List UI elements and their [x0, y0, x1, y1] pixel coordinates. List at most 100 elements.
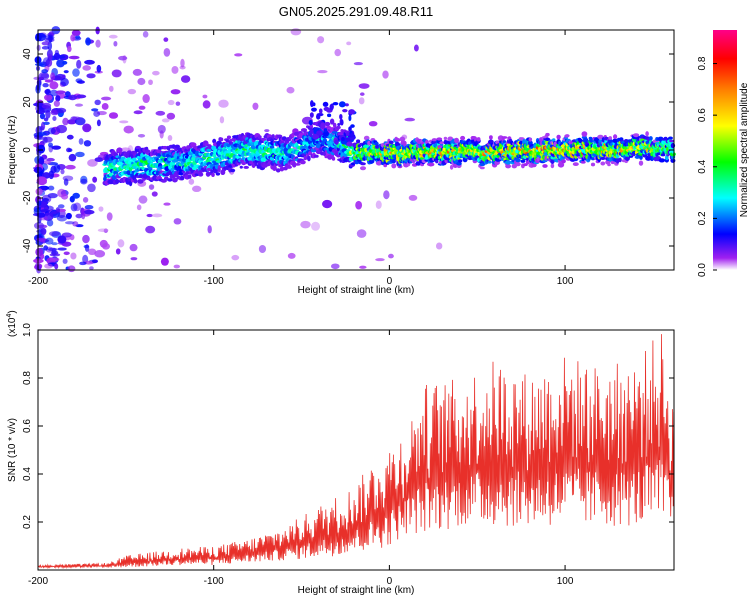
snr-scale-suffix: ): [7, 310, 18, 313]
spectrogram-speckle: [42, 57, 50, 67]
spectrogram-speckle: [166, 112, 176, 120]
spectrogram-cell: [128, 180, 133, 187]
spectrogram-speckle: [62, 117, 69, 126]
spectrogram-speckle: [62, 60, 68, 65]
spectrogram-speckle: [252, 102, 259, 110]
spectrogram-cell: [580, 160, 586, 164]
spectrogram-cell: [230, 168, 236, 173]
spectrogram-speckle: [98, 206, 104, 212]
spectrogram-speckle: [167, 135, 173, 142]
spectrogram-cell: [399, 136, 406, 142]
spectrogram-speckle: [142, 94, 150, 104]
spectrogram-speckle: [43, 245, 49, 251]
spectrogram-cell: [542, 164, 548, 168]
spectrogram-speckle: [72, 68, 80, 77]
spectrogram-speckle: [47, 247, 58, 252]
spectrogram-speckle: [44, 94, 53, 101]
spectrogram-cell: [332, 122, 337, 128]
spectrogram-cell: [137, 179, 144, 184]
spectrogram-cell: [597, 134, 604, 140]
spectrogram-cell: [336, 125, 341, 130]
spectrogram-x-tick-label: -200: [28, 276, 48, 287]
spectrogram-cell: [271, 134, 275, 139]
spectrogram-speckle: [47, 185, 55, 191]
spectrogram-cell: [456, 161, 462, 166]
spectrogram-cell: [292, 162, 297, 168]
spectrogram-speckle: [60, 78, 69, 87]
colorbar-tick-label: 0.8: [697, 56, 708, 70]
spectrogram-cell: [342, 108, 348, 113]
spectrogram-cell: [206, 148, 213, 152]
spectrogram-speckle: [151, 213, 163, 218]
snr-series-line: [37, 334, 675, 570]
snr-y-label: SNR (10 * v/v): [7, 418, 18, 482]
spectrogram-speckle: [36, 44, 41, 51]
spectrogram-cell: [460, 135, 466, 141]
spectrogram-cell: [363, 135, 370, 141]
spectrogram-cell: [590, 162, 596, 167]
spectrogram-y-tick-label: 40: [22, 48, 33, 60]
spectrogram-speckle: [70, 34, 76, 42]
spectrogram-cell: [318, 108, 323, 114]
spectrogram-speckle: [60, 169, 65, 175]
spectrogram-speckle: [45, 237, 54, 245]
spectrogram-speckle: [87, 248, 97, 256]
spectrogram-speckle: [375, 200, 382, 209]
spectrogram-cell: [415, 161, 422, 166]
spectrogram-cell: [275, 168, 281, 173]
spectrogram-speckle: [160, 257, 169, 266]
spectrogram-cell: [133, 178, 138, 184]
spectrogram-speckle: [44, 263, 53, 269]
spectrogram-cell: [286, 165, 293, 169]
spectrogram-speckle: [136, 204, 142, 211]
spectrogram-speckle: [50, 211, 57, 215]
spectrogram-cell: [323, 128, 328, 133]
spectrogram-speckle: [286, 86, 295, 94]
spectrogram-speckle: [65, 164, 76, 170]
spectrogram-speckle: [115, 248, 121, 255]
colorbar-tick-label: 0.4: [697, 159, 708, 173]
spectrogram-speckle: [167, 99, 175, 106]
spectrogram-speckle: [68, 94, 78, 101]
spectrogram-speckle: [53, 52, 61, 61]
spectrogram-speckle: [148, 184, 155, 190]
spectrogram-cell: [360, 162, 366, 166]
spectrogram-speckle: [39, 113, 46, 120]
spectrogram-cell: [610, 160, 615, 165]
spectrogram-speckle: [108, 112, 119, 119]
spectrogram-speckle: [57, 204, 65, 209]
spectrogram-cell: [310, 100, 314, 108]
spectrogram-speckle: [330, 263, 340, 270]
spectrogram-speckle: [65, 212, 72, 220]
spectrogram-cell: [327, 113, 332, 118]
spectrogram-cell: [391, 163, 397, 169]
spectrogram-cell: [403, 141, 407, 147]
spectrogram-speckle: [49, 253, 61, 257]
spectrogram-speckle: [63, 70, 69, 74]
spectrogram-cell: [313, 154, 319, 158]
spectrogram-cell: [573, 157, 579, 162]
spectrogram-cell: [198, 172, 204, 177]
spectrogram-cell: [633, 133, 640, 138]
spectrogram-speckle: [56, 107, 67, 114]
spectrogram-speckle: [102, 243, 111, 250]
spectrogram-cell: [454, 137, 459, 144]
spectrogram-speckle: [375, 258, 385, 262]
spectrogram-speckle: [34, 63, 44, 67]
spectrogram-cell: [324, 121, 331, 127]
spectrogram-speckle: [152, 70, 160, 76]
spectrogram-speckle: [33, 76, 44, 81]
spectrogram-cell: [309, 127, 313, 135]
spectrogram-speckle: [383, 190, 390, 200]
spectrogram-speckle: [202, 100, 211, 109]
colorbar-tick-label: 0.0: [697, 263, 708, 277]
spectrogram-speckle: [68, 153, 77, 162]
spectrogram-speckle: [70, 252, 77, 260]
spectrogram-speckle: [56, 59, 65, 68]
spectrogram-speckle: [63, 251, 70, 256]
spectrogram-speckle: [179, 65, 186, 70]
spectrogram-cell: [368, 159, 375, 164]
spectrogram-cell: [394, 138, 401, 142]
spectrogram-cell: [561, 159, 566, 164]
spectrogram-cell: [329, 103, 334, 111]
